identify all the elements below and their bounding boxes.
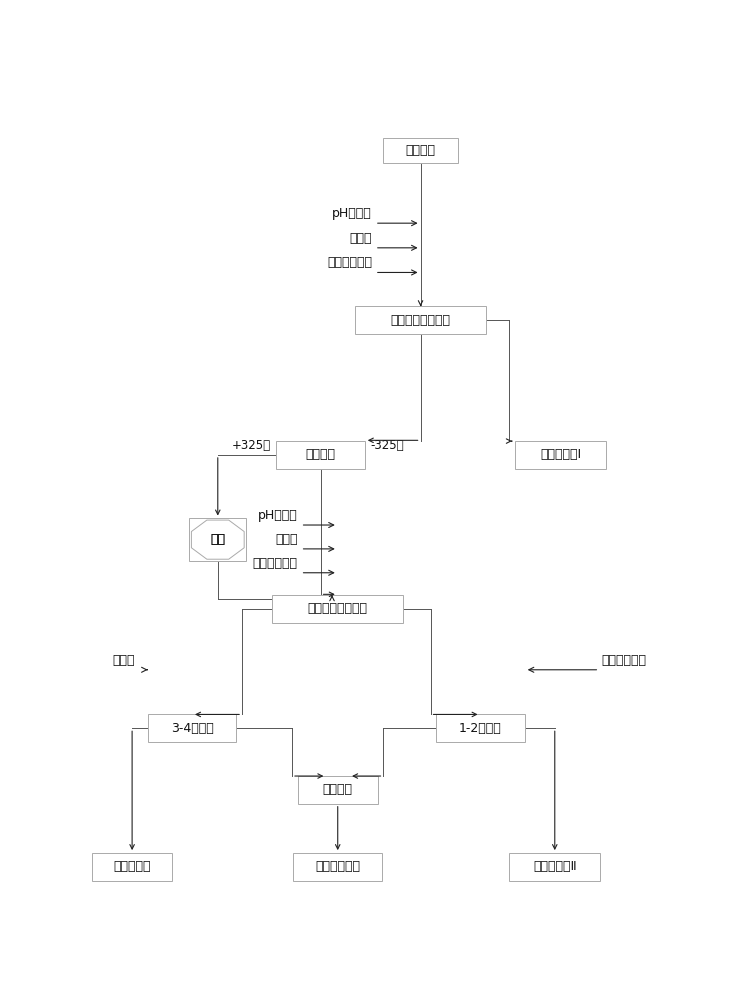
FancyBboxPatch shape [92,853,172,881]
Text: +325目: +325目 [231,439,270,452]
Text: 1-2次扫选: 1-2次扫选 [459,722,502,735]
Polygon shape [192,520,244,559]
FancyBboxPatch shape [148,714,237,742]
Text: 正浮选尾矿Ⅱ: 正浮选尾矿Ⅱ [533,860,576,873]
FancyBboxPatch shape [436,714,525,742]
Text: 阴离子捕收剂: 阴离子捕收剂 [327,256,372,269]
Text: 磷矿尾矿: 磷矿尾矿 [405,144,436,157]
FancyBboxPatch shape [355,306,486,334]
FancyBboxPatch shape [383,138,458,163]
FancyBboxPatch shape [189,518,246,561]
Text: 阴离子捕收剂: 阴离子捕收剂 [601,654,646,667]
Text: 正浮选粗选（二）: 正浮选粗选（二） [308,602,368,615]
Text: 抑制剂: 抑制剂 [275,533,298,546]
Text: 抑制剂: 抑制剂 [349,232,372,245]
FancyBboxPatch shape [293,853,382,881]
Text: pH调整剂: pH调整剂 [332,207,372,220]
FancyBboxPatch shape [509,853,601,881]
Text: 正浮选粗选（一）: 正浮选粗选（一） [391,314,450,327]
Text: 正浮选尾矿Ⅰ: 正浮选尾矿Ⅰ [540,448,581,461]
Text: 混合中矿: 混合中矿 [323,783,353,796]
Text: 再磨: 再磨 [210,533,226,546]
Text: 粗细分级: 粗细分级 [306,448,335,461]
FancyBboxPatch shape [276,441,365,469]
Text: -325目: -325目 [371,439,404,452]
Text: 最终磷精矿: 最终磷精矿 [113,860,151,873]
FancyBboxPatch shape [298,776,377,804]
Text: 阴离子捕收剂: 阴离子捕收剂 [253,557,298,570]
FancyBboxPatch shape [272,595,403,623]
FancyBboxPatch shape [514,441,607,469]
Text: 3-4次精选: 3-4次精选 [171,722,214,735]
Text: pH调整剂: pH调整剂 [258,509,298,522]
Text: 抑制剂: 抑制剂 [112,654,135,667]
Text: 再磨: 再磨 [210,533,226,546]
Text: 返回上一作业: 返回上一作业 [315,860,360,873]
